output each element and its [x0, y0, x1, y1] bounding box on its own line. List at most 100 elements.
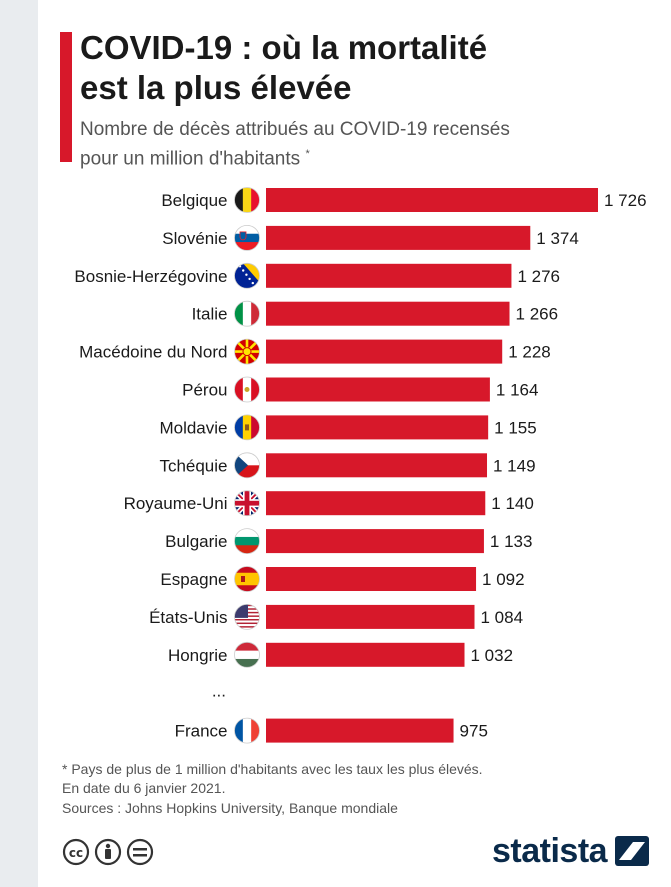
flag-stripe	[234, 572, 260, 580]
category-label: Slovénie	[162, 229, 227, 248]
bar	[266, 301, 510, 326]
subtitle-footnote-mark: *	[305, 148, 310, 160]
flag-body	[234, 301, 260, 327]
flag-stripe	[234, 627, 260, 630]
flag-body	[234, 718, 260, 744]
flag-stripe	[251, 414, 260, 440]
flag-stripe	[234, 618, 260, 621]
flag-star	[251, 281, 254, 285]
statista-logo-icon	[615, 836, 649, 866]
no-derivatives-icon	[126, 838, 154, 866]
bar	[266, 567, 477, 591]
moldova-flag-icon	[234, 414, 260, 441]
peru-flag-icon	[234, 376, 260, 403]
category-label: Bulgarie	[165, 532, 227, 551]
flag-stripe	[234, 187, 244, 213]
flag-star	[245, 273, 248, 276]
flag-stripe	[242, 187, 252, 213]
value-label: 1 092	[482, 570, 525, 589]
flag-rim	[234, 528, 260, 554]
flag-stripe	[234, 622, 260, 625]
flag-emblem	[239, 231, 247, 241]
flag-body	[234, 339, 260, 365]
bar	[266, 529, 484, 554]
bosnia-flag-icon	[234, 262, 260, 289]
flag-stripe	[234, 301, 244, 327]
category-label: Bosnie-Herzégovine	[74, 267, 227, 286]
attribution-icon	[94, 838, 122, 866]
value-label: 1 084	[481, 608, 524, 627]
flag-stripe	[234, 566, 260, 574]
bar	[266, 604, 475, 629]
flag-stripe	[234, 624, 260, 627]
svg-text:cc: cc	[69, 846, 83, 860]
category-label: Italie	[192, 305, 228, 324]
flag-rim	[234, 452, 260, 479]
flag-stripe	[234, 625, 260, 628]
category-label: Belgique	[161, 191, 227, 210]
hungary-flag-icon	[234, 641, 260, 668]
flag-body	[234, 225, 260, 251]
bulgaria-flag-icon	[234, 528, 260, 554]
flag-stripe	[234, 642, 260, 652]
category-label: Hongrie	[168, 646, 228, 665]
value-label: 1 266	[516, 305, 559, 324]
flag-triangle	[234, 452, 248, 478]
value-label: 975	[460, 722, 488, 741]
flag-emblem	[241, 576, 245, 582]
bar	[266, 339, 503, 364]
flag-star	[248, 277, 251, 281]
flag-body	[234, 377, 260, 402]
value-label: 1 133	[490, 532, 533, 551]
category-label: Macédoine du Nord	[79, 343, 227, 362]
value-label: 1 164	[496, 381, 539, 400]
value-label: 1 140	[491, 494, 534, 513]
bar	[266, 491, 486, 516]
flag-stripe	[251, 187, 260, 213]
bar	[266, 453, 488, 478]
bar	[266, 263, 512, 288]
license-icons: cc	[62, 838, 154, 866]
flag-body	[234, 566, 260, 592]
flag-stripe	[234, 620, 260, 623]
flag-stripe	[234, 658, 260, 668]
value-label: 1 726	[604, 191, 647, 210]
flag-stripe	[251, 718, 260, 744]
flag-canton	[234, 604, 248, 618]
value-label: 1 032	[471, 646, 514, 665]
value-label: 1 155	[494, 418, 537, 437]
flag-rim	[234, 717, 260, 744]
flag-stripe	[242, 301, 252, 327]
bar	[266, 225, 531, 250]
title-line-1: COVID-19 : où la mortalité	[80, 29, 488, 66]
france-flag-icon	[234, 717, 260, 744]
flag-stripe	[234, 650, 260, 660]
flag-rim	[234, 187, 260, 213]
category-label: Tchéquie	[159, 456, 227, 475]
flag-stripe	[234, 377, 244, 402]
subtitle-line-2: pour un million d'habitants	[80, 148, 301, 170]
category-label: Moldavie	[159, 418, 227, 437]
flag-rim	[234, 262, 260, 289]
category-label: Royaume-Uni	[124, 494, 228, 513]
flag-rim	[234, 414, 260, 441]
category-label: États-Unis	[149, 608, 227, 627]
flag-rim	[234, 300, 260, 327]
flag-body	[234, 187, 260, 213]
flag-rim	[234, 604, 260, 630]
bar-chart: Belgique 1 726 Slovénie 1 374 Bosnie-Herzégo…	[74, 187, 647, 744]
value-label: 1 276	[517, 267, 560, 286]
flag-stripe	[242, 718, 252, 744]
flag-rim	[234, 641, 260, 668]
title-line-2: est la plus élevée	[80, 69, 352, 106]
creative-commons-icon: cc	[62, 838, 90, 866]
flag-rim	[234, 566, 260, 592]
flag-stripe	[234, 536, 260, 546]
flag-body	[234, 604, 260, 630]
date-note: En date du 6 janvier 2021.	[62, 780, 226, 796]
value-label: 1 374	[536, 229, 579, 248]
bar	[266, 718, 454, 743]
flag-stripe	[234, 718, 244, 744]
bar	[266, 642, 465, 667]
flag-sun	[242, 347, 252, 357]
